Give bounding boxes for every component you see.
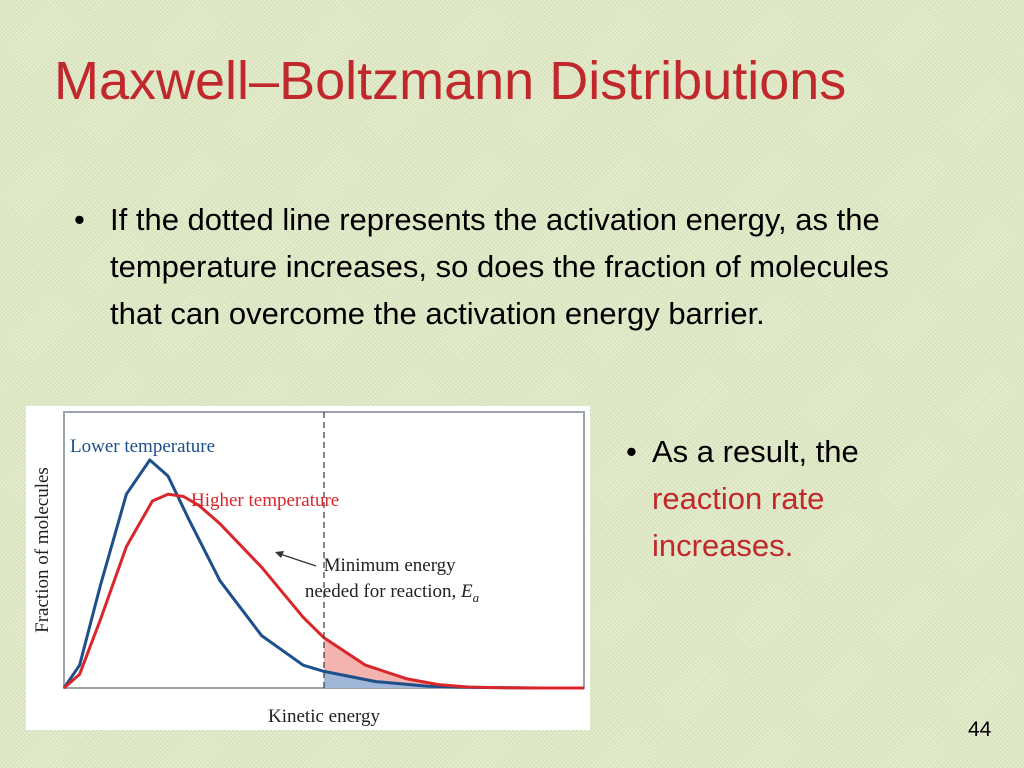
- bullet-dot: •: [626, 434, 637, 469]
- chart-svg: Lower temperature Higher temperature Min…: [32, 411, 585, 727]
- bullet-reaction-rate-prefix: As a result, the: [652, 434, 859, 469]
- bullet-activation-energy-text: If the dotted line represents the activa…: [110, 202, 889, 331]
- x-axis-label: Kinetic energy: [268, 706, 381, 727]
- series-line-higher-temperature: [63, 492, 584, 690]
- legend-lower-temperature: Lower temperature: [70, 436, 215, 457]
- slide-number: 44: [968, 718, 992, 741]
- threshold-label: Minimum energy needed for reaction, Ea: [305, 555, 480, 605]
- bullet-reaction-rate-text: As a result, the reaction rate increases…: [652, 428, 956, 569]
- legend-higher-temperature: Higher temperature: [191, 490, 339, 511]
- bullet-reaction-rate: • As a result, the reaction rate increas…: [626, 428, 956, 569]
- threshold-arrow: [275, 551, 317, 567]
- y-axis-label: Fraction of molecules: [32, 467, 53, 633]
- reaction-rate-highlight: reaction rate increases.: [652, 481, 825, 563]
- maxwell-boltzmann-chart: Lower temperature Higher temperature Min…: [26, 406, 590, 730]
- bullet-activation-energy: • If the dotted line represents the acti…: [74, 196, 954, 337]
- bullet-dot: •: [74, 202, 85, 237]
- slide-title: Maxwell–Boltzmann Distributions: [54, 51, 847, 111]
- shaded-area-higher-temperature: [324, 637, 584, 688]
